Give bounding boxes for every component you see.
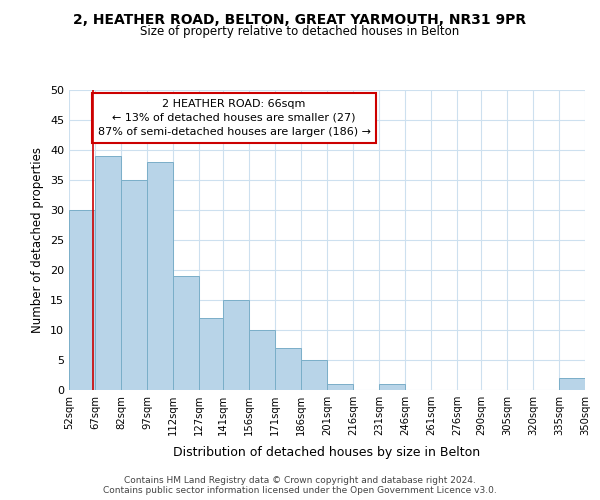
X-axis label: Distribution of detached houses by size in Belton: Distribution of detached houses by size …: [173, 446, 481, 460]
Text: 2, HEATHER ROAD, BELTON, GREAT YARMOUTH, NR31 9PR: 2, HEATHER ROAD, BELTON, GREAT YARMOUTH,…: [73, 12, 527, 26]
Bar: [121, 180, 147, 390]
Text: Contains HM Land Registry data © Crown copyright and database right 2024.: Contains HM Land Registry data © Crown c…: [124, 476, 476, 485]
Bar: [559, 378, 585, 390]
Bar: [275, 348, 301, 390]
Bar: [301, 360, 327, 390]
Text: Size of property relative to detached houses in Belton: Size of property relative to detached ho…: [140, 25, 460, 38]
Bar: [147, 162, 173, 390]
Bar: [327, 384, 353, 390]
Bar: [223, 300, 249, 390]
Bar: [173, 276, 199, 390]
Y-axis label: Number of detached properties: Number of detached properties: [31, 147, 44, 333]
Bar: [69, 210, 95, 390]
Bar: [199, 318, 223, 390]
Text: Contains public sector information licensed under the Open Government Licence v3: Contains public sector information licen…: [103, 486, 497, 495]
Bar: [95, 156, 121, 390]
Bar: [379, 384, 405, 390]
Text: 2 HEATHER ROAD: 66sqm
← 13% of detached houses are smaller (27)
87% of semi-deta: 2 HEATHER ROAD: 66sqm ← 13% of detached …: [98, 99, 371, 137]
Bar: [249, 330, 275, 390]
